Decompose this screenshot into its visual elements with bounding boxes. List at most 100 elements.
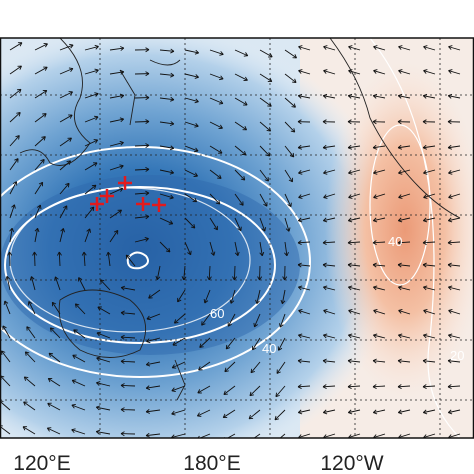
wind-arrow [209,169,222,179]
wind-arrow [298,310,311,315]
wind-arrow [84,162,98,171]
wind-arrow [73,329,86,339]
wind-arrowhead [26,326,31,331]
wind-arrowhead [43,43,48,48]
wind-arrow [34,159,45,171]
wind-arrowhead [145,432,150,438]
wind-arrowhead [249,438,253,442]
graticule [0,38,474,438]
wind-arrowhead [252,345,257,351]
wind-arrowhead [41,136,46,141]
wind-arrowhead [93,139,99,144]
wind-arrowhead [1,350,6,355]
wind-arrow [259,121,271,132]
wind-arrowhead [32,251,38,256]
wind-arrowhead [69,43,74,49]
wind-arrow [159,73,174,76]
wind-arrow [6,276,11,291]
wind-arrowhead [169,145,175,151]
wind-arrow [84,116,99,123]
wind-arrow [177,289,186,303]
wind-arrow [447,241,461,244]
wind-arrow [423,169,436,174]
wind-arrow [96,406,111,411]
wind-arrow [373,360,386,363]
wind-arrow [222,409,236,418]
wind-arrow [171,409,186,415]
wind-arrow [209,217,218,231]
wind-arrowhead [155,275,161,281]
wind-arrow [348,264,361,267]
wind-arrow [96,332,111,339]
wind-arrowhead [93,162,98,167]
wind-arrow [259,145,271,157]
wind-arrow [109,47,124,51]
wind-arrow [423,433,436,438]
wind-arrow [398,334,411,339]
wind-arrowhead [347,358,352,364]
wind-arrow [34,90,48,99]
wind-arrowhead [290,128,296,133]
wind-arrow [34,113,47,123]
wind-arrow [398,264,411,267]
wind-arrow [134,238,149,243]
wind-arrowhead [210,251,216,256]
wind-arrow [398,286,411,291]
wind-arrow [323,46,336,51]
wind-arrow [54,276,61,291]
wind-arrowhead [297,358,302,364]
wind-arrowhead [298,285,303,291]
wind-arrowhead [12,181,18,186]
wind-arrowhead [348,333,353,339]
wind-arrow [373,193,386,198]
wind-arrow [172,337,186,346]
wind-arrowhead [298,333,303,339]
wind-arrowhead [73,329,78,334]
wind-arrowhead [169,169,174,175]
wind-arrowhead [219,51,224,56]
wind-arrow [398,145,411,149]
wind-arrow [284,241,288,256]
wind-arrowhead [81,251,87,256]
wind-arrowhead [249,391,254,397]
wind-arrowhead [29,276,35,281]
wind-arrowhead [423,69,428,74]
wind-arrow [252,337,261,351]
wind-arrowhead [398,333,403,339]
wind-arrow [9,158,19,171]
wind-arrow [159,193,174,199]
wind-arrowhead [16,88,22,94]
wind-arrowhead [120,431,125,437]
wind-arrow [448,70,461,75]
map-area: 60 40 40 20 [0,38,474,442]
wind-arrow [159,97,174,101]
wind-arrowhead [225,344,231,350]
wind-arrow [225,337,236,350]
wind-arrowhead [250,368,255,374]
wind-arrow [146,433,161,437]
wind-arrow [34,136,46,147]
wind-arrow [348,169,361,174]
wind-arrow [198,361,211,371]
wind-arrow [256,289,261,304]
wind-arrowhead [94,44,99,50]
north-america [329,38,461,219]
wind-arrowhead [422,262,427,268]
marker [136,197,150,211]
wind-arrowhead [448,333,453,339]
wind-arrowhead [120,310,125,316]
wind-arrow [323,145,336,149]
wind-arrowhead [51,301,57,307]
wind-arrowhead [447,144,452,150]
wind-arrowhead [145,214,150,220]
wind-arrowhead [347,144,352,150]
wind-arrowhead [9,227,15,233]
wind-arrowhead [423,194,428,199]
wind-arrowhead [297,119,302,125]
wind-arrowhead [194,147,199,153]
wind-arrow [448,310,461,315]
wind-arrowhead [322,119,327,125]
wind-arrow [223,385,236,395]
wind-arrowhead [323,45,328,50]
wind-arrow [9,65,22,75]
